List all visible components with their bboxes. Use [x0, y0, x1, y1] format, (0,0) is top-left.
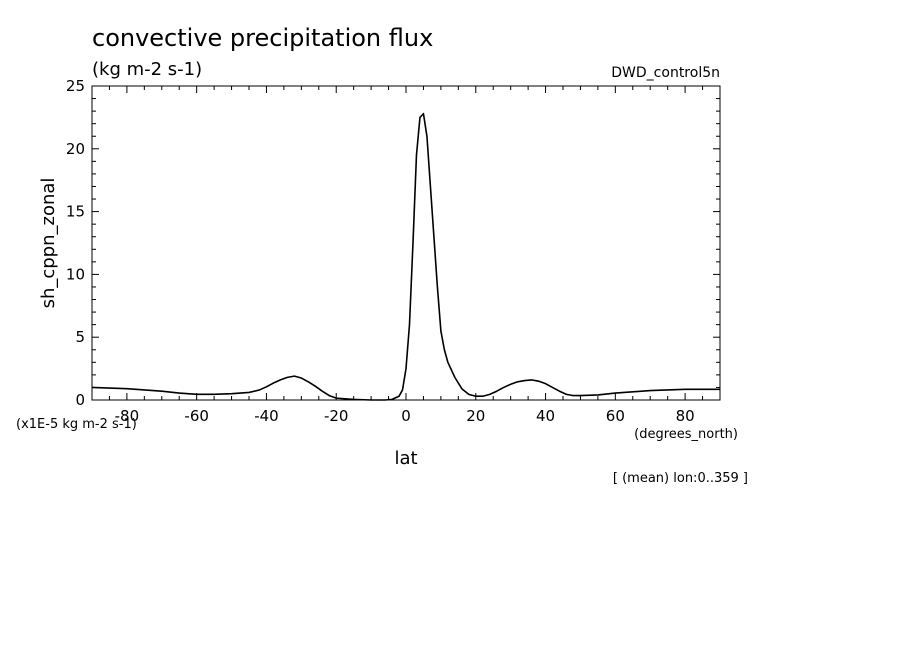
y-tick-labels: 0 5 10 15 20 25 [66, 77, 85, 409]
footnote: [ (mean) lon:0..359 ] [613, 471, 748, 486]
y-tick-label: 20 [66, 140, 85, 158]
x-tick-label: 40 [536, 407, 555, 425]
x-tick-label: -40 [254, 407, 279, 425]
y-scale-note: (x1E-5 kg m-2 s-1) [16, 417, 137, 432]
series-line [91, 112, 720, 401]
x-tick-label: 20 [466, 407, 485, 425]
plot-frame [91, 85, 721, 401]
chart-subtitle: (kg m-2 s-1) [92, 59, 202, 80]
y-axis-label: sh_cppn_zonal [38, 178, 59, 309]
x-tick-label: -80 [115, 407, 140, 425]
y-tick-label: 0 [75, 391, 85, 409]
x-tick-label: 60 [606, 407, 625, 425]
x-tick-label: 80 [676, 407, 695, 425]
y-tick-label: 5 [75, 328, 85, 346]
dataset-label: DWD_control5n [611, 65, 720, 81]
y-tick-label: 15 [66, 203, 85, 221]
tick-marks [91, 85, 721, 401]
y-tick-label: 25 [66, 77, 85, 95]
y-tick-label: 10 [66, 265, 85, 283]
x-tick-label: -20 [324, 407, 349, 425]
x-tick-label: 0 [401, 407, 411, 425]
x-tick-label: -60 [184, 407, 209, 425]
x-tick-labels: -80 -60 -40 -20 0 20 40 60 80 [115, 407, 695, 425]
x-units-label: (degrees_north) [634, 427, 738, 442]
x-axis-label: lat [394, 448, 417, 469]
chart-title: convective precipitation flux [92, 24, 433, 52]
